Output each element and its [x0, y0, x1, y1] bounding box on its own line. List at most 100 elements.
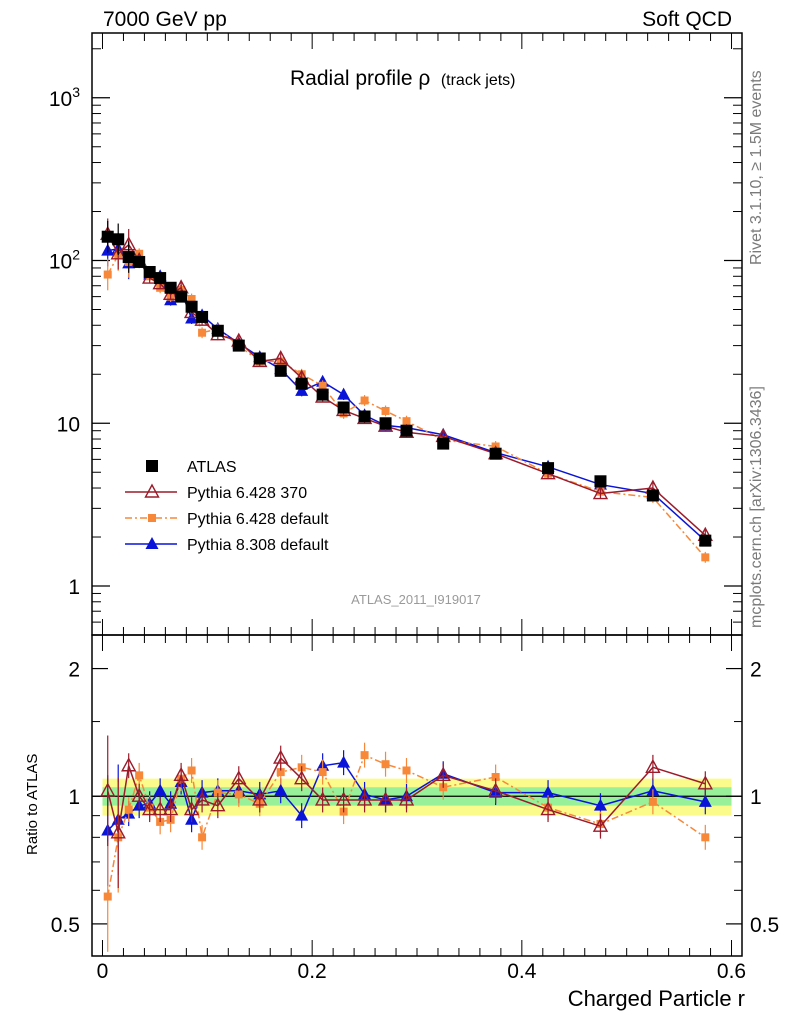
- data-point: [648, 797, 657, 806]
- data-point: [164, 281, 177, 294]
- data-point: [122, 251, 135, 264]
- data-point: [234, 790, 243, 799]
- data-point: [377, 791, 394, 806]
- data-point: [253, 352, 266, 365]
- data-point: [337, 401, 350, 414]
- data-point: [356, 791, 373, 806]
- x-tick-label: 0.6: [717, 960, 746, 983]
- data-point: [110, 824, 126, 839]
- y-tick-label: 2: [68, 659, 80, 682]
- data-point: [316, 388, 329, 401]
- data-point: [135, 771, 144, 780]
- data-point: [593, 798, 607, 811]
- data-point: [232, 339, 245, 352]
- data-point: [360, 396, 369, 405]
- ratio-series-pythia-6-428-370: [100, 735, 713, 889]
- series-line: [106, 756, 706, 833]
- data-point: [699, 534, 712, 547]
- ratio-frame: [91, 634, 743, 957]
- y-tick-label-right: 1: [750, 786, 762, 809]
- data-point: [360, 751, 369, 760]
- data-point: [211, 324, 224, 337]
- data-point: [194, 791, 210, 806]
- data-point: [162, 801, 179, 816]
- data-point: [645, 758, 661, 774]
- series-line: [106, 754, 706, 897]
- legend: ATLAS Pythia 6.428 370 Pythia 6.428 defaul…: [125, 459, 329, 554]
- y-tick-label-right: 0.5: [750, 914, 779, 937]
- data-point: [187, 766, 196, 775]
- legend-marker: [144, 483, 160, 498]
- header-left: 7000 GeV pp: [103, 8, 227, 31]
- y-tick-label: 1: [68, 786, 80, 809]
- data-point: [100, 782, 116, 797]
- legend-label: Pythia 8.308 default: [187, 537, 329, 554]
- data-point: [273, 350, 289, 365]
- legend-label: Pythia 6.428 370: [187, 485, 307, 502]
- data-point: [110, 245, 126, 260]
- data-point: [210, 797, 226, 812]
- x-tick-label: 0.4: [507, 960, 537, 983]
- data-point: [400, 424, 413, 437]
- legend-label: Pythia 6.428 default: [187, 511, 329, 528]
- data-point: [175, 290, 188, 303]
- data-point: [318, 768, 327, 777]
- data-point: [141, 801, 158, 816]
- y-tick-label: 103: [49, 84, 80, 111]
- y-tick-label: 10: [57, 413, 80, 436]
- data-point: [698, 794, 712, 807]
- data-point: [196, 310, 209, 323]
- ratio-y-axis-label: Ratio to ATLAS: [24, 754, 41, 855]
- data-point: [358, 410, 371, 423]
- data-point: [143, 265, 156, 278]
- data-point: [379, 417, 392, 430]
- x-tick-labels: 0 0.2 0.4 0.6: [97, 960, 746, 983]
- data-point: [381, 760, 390, 769]
- data-point: [187, 295, 196, 304]
- data-point: [398, 791, 415, 806]
- ratio-plot-panel: 0.5 0.5 1 1 2 2 Ratio to ATLAS: [24, 634, 779, 957]
- data-point: [152, 801, 168, 816]
- data-point: [101, 230, 114, 243]
- data-point: [381, 406, 390, 415]
- data-point: [335, 791, 352, 806]
- series-line: [107, 233, 706, 536]
- data-point: [540, 801, 556, 816]
- y-tick-label-right: 2: [750, 659, 762, 682]
- data-point: [273, 749, 289, 764]
- data-point: [154, 272, 167, 285]
- data-point: [112, 233, 125, 246]
- data-point: [646, 489, 659, 502]
- data-point: [541, 785, 555, 798]
- data-point: [318, 381, 327, 390]
- data-point: [314, 791, 331, 806]
- x-axis-label: Charged Particle r: [568, 986, 745, 1011]
- legend-marker: [148, 514, 156, 522]
- legend-marker: [146, 460, 158, 472]
- data-point: [198, 328, 207, 337]
- x-tick-label: 0: [97, 960, 109, 983]
- y-tick-label: 102: [49, 247, 80, 274]
- data-point: [491, 773, 500, 782]
- data-point: [295, 377, 308, 390]
- rivet-info: Rivet 3.1.10, ≥ 1.5M events: [748, 70, 765, 265]
- ratio-series-pythia-6-428-default: [103, 742, 710, 952]
- data-point: [252, 791, 268, 806]
- data-point: [185, 300, 198, 313]
- data-point: [173, 766, 189, 782]
- x-tick-label: 0.2: [298, 960, 327, 983]
- legend-label: ATLAS: [187, 459, 237, 476]
- data-point: [274, 783, 288, 796]
- data-point: [437, 437, 450, 450]
- data-point: [274, 364, 287, 377]
- y-tick-label: 1: [68, 576, 80, 599]
- data-point: [124, 805, 133, 814]
- main-axis-ticks: 1 10 102 103: [49, 33, 742, 636]
- data-point: [592, 485, 609, 500]
- legend-marker: [145, 537, 159, 549]
- main-series-group: [100, 218, 713, 563]
- data-point: [487, 782, 504, 797]
- data-point: [131, 787, 147, 802]
